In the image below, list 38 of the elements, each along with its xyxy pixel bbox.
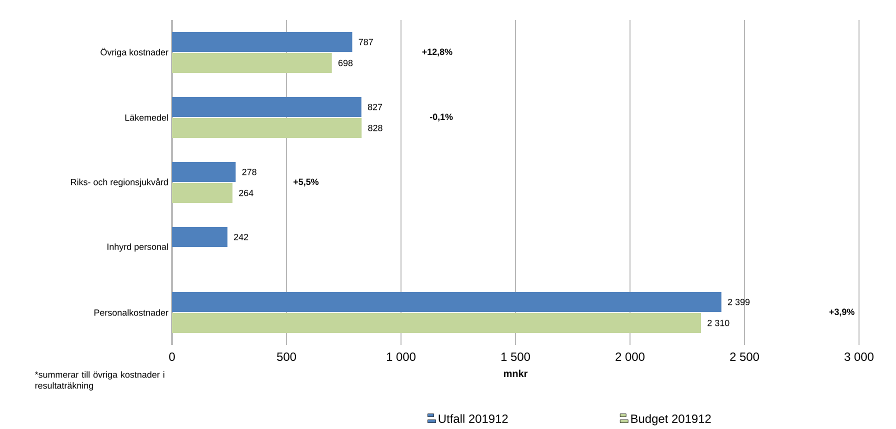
bar [172, 53, 332, 73]
y-tick-label: Läkemedel [125, 114, 168, 121]
x-tick-label: 2 000 [616, 352, 644, 361]
x-tick-label: 1 000 [386, 352, 416, 361]
bar [172, 292, 722, 312]
data-label: 2 310 [708, 320, 730, 326]
legend-label: Budget 201912 [631, 414, 711, 426]
annotation: +3,9% [829, 308, 854, 316]
annotation: +5,5% [294, 178, 319, 186]
bar [172, 183, 232, 204]
x-tick-label: 2 500 [730, 352, 759, 361]
bar [172, 32, 352, 52]
bar [172, 227, 228, 248]
x-tick-label: 3 000 [844, 352, 874, 361]
bar [172, 313, 701, 334]
data-label: 698 [338, 60, 353, 66]
data-label: 264 [239, 190, 254, 196]
annotation: -0,1% [430, 114, 453, 122]
y-tick-label: Övriga kostnader [100, 48, 168, 58]
x-tick-label: 0 [169, 352, 175, 361]
data-label: 278 [242, 168, 256, 176]
y-tick-label: Riks- och regionsjukvård [71, 178, 168, 188]
bar [172, 162, 236, 182]
annotation: +12,8% [422, 48, 452, 56]
x-tick-label: 1 500 [501, 352, 530, 361]
x-tick-label: 500 [277, 352, 296, 361]
text: *summerar till övriga kostnader i resultaträkning [34, 371, 164, 391]
bar [172, 118, 362, 138]
y-tick-label: Personalkostnader [94, 309, 168, 316]
data-label: 787 [358, 38, 373, 46]
data-label: 827 [368, 104, 382, 110]
bar [172, 97, 362, 117]
data-label: 828 [368, 124, 382, 132]
x-axis-title: mnkr [504, 370, 528, 378]
data-label: 2 399 [728, 298, 750, 306]
legend-label: Utfall 201912 [438, 414, 508, 423]
data-label: 242 [234, 234, 248, 240]
y-tick-label: Inhyrd personal [108, 243, 168, 252]
